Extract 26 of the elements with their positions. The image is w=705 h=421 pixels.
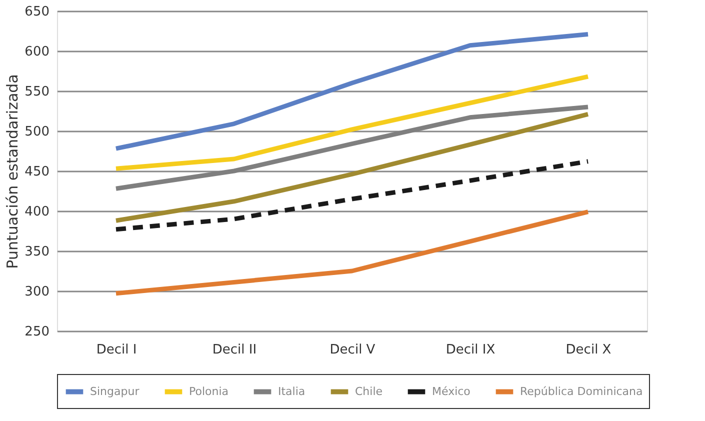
x-tick-label: Decil I xyxy=(96,342,137,358)
y-tick-label: 650 xyxy=(24,4,50,20)
y-tick-label: 450 xyxy=(24,164,50,180)
x-tick-label: Decil X xyxy=(566,342,612,358)
x-tick-label: Decil IX xyxy=(446,342,496,358)
legend-label: Polonia xyxy=(189,384,229,398)
legend-label: República Dominicana xyxy=(520,384,643,398)
y-tick-label: 550 xyxy=(24,84,50,100)
line-series xyxy=(114,159,590,232)
y-tick-label: 300 xyxy=(24,284,50,300)
line-series xyxy=(114,112,590,223)
line-series xyxy=(114,210,590,296)
x-tick-label: Decil II xyxy=(212,342,257,358)
line-series xyxy=(114,32,590,151)
y-tick-label: 350 xyxy=(24,244,50,260)
y-tick-label: 500 xyxy=(24,124,50,140)
line-series xyxy=(114,74,590,171)
y-axis-title: Puntuación estandarizada xyxy=(4,74,22,269)
x-tick-label: Decil V xyxy=(330,342,376,358)
legend-label: México xyxy=(432,384,471,398)
legend-label: Chile xyxy=(355,384,383,398)
legend-label: Italia xyxy=(278,384,306,398)
y-tick-label: 250 xyxy=(24,324,50,340)
y-tick-label: 600 xyxy=(24,44,50,60)
legend-label: Singapur xyxy=(90,384,140,398)
y-tick-label: 400 xyxy=(24,204,50,220)
